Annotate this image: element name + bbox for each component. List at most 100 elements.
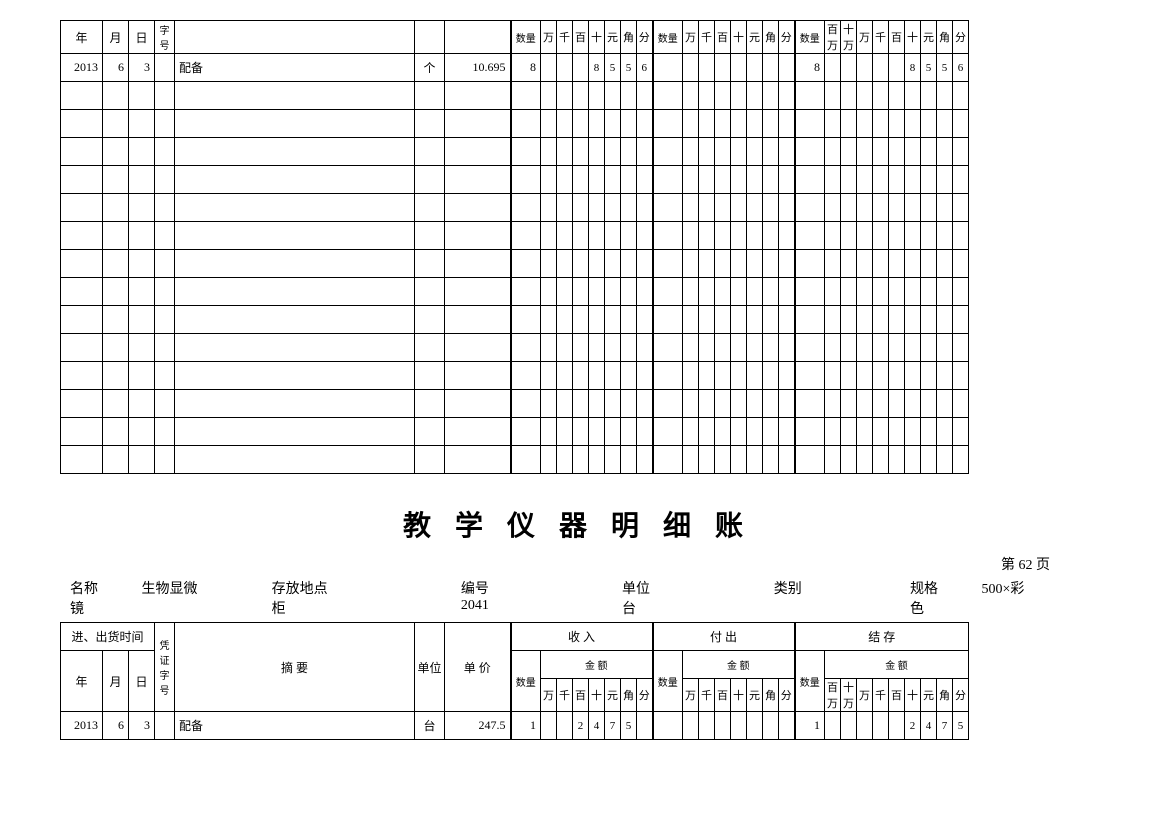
cell-unit <box>415 222 445 250</box>
cell-bal-d5 <box>905 166 921 194</box>
cell-price <box>445 446 511 474</box>
cell-in-d6 <box>637 278 653 306</box>
cell-in-d6 <box>637 418 653 446</box>
page-number: 第 62 页 <box>60 554 1110 574</box>
cell-summary <box>175 166 415 194</box>
cell-unit <box>415 166 445 194</box>
cell-in-d0 <box>541 712 557 740</box>
cell-month <box>103 390 129 418</box>
cell-bal-qty <box>795 250 825 278</box>
cell-bal-d3 <box>873 194 889 222</box>
hdr-in-d6: 分 <box>637 679 653 712</box>
cell-in-d0 <box>541 390 557 418</box>
cell-bal-d0 <box>825 194 841 222</box>
cell-out-d2 <box>715 712 731 740</box>
cell-bal-d1 <box>841 390 857 418</box>
cell-in-d6 <box>637 362 653 390</box>
cell-out-d2 <box>715 334 731 362</box>
cell-bal-d1 <box>841 446 857 474</box>
cell-voucher <box>155 82 175 110</box>
cell-in-d5 <box>621 166 637 194</box>
cell-year <box>61 362 103 390</box>
cell-out-d5 <box>763 278 779 306</box>
cell-bal-d5 <box>905 278 921 306</box>
hdr-summary: 摘 要 <box>175 623 415 712</box>
cell-bal-qty <box>795 82 825 110</box>
cell-price: 247.5 <box>445 712 511 740</box>
cell-bal-d5 <box>905 250 921 278</box>
cell-unit <box>415 82 445 110</box>
cell-bal-qty <box>795 390 825 418</box>
cell-bal-d3 <box>873 250 889 278</box>
cell-bal-d5 <box>905 362 921 390</box>
cell-summary <box>175 110 415 138</box>
cell-out-d2 <box>715 250 731 278</box>
cell-bal-d5 <box>905 138 921 166</box>
cell-year <box>61 278 103 306</box>
cell-out-qty <box>653 712 683 740</box>
cell-out-d1 <box>699 446 715 474</box>
cell-out-d0 <box>683 278 699 306</box>
hdr-bal-d4: 百 <box>889 21 905 54</box>
cell-out-d1 <box>699 306 715 334</box>
cell-year <box>61 194 103 222</box>
cell-in-qty <box>511 82 541 110</box>
hdr-bal-d3: 千 <box>873 21 889 54</box>
cell-out-d6 <box>779 712 795 740</box>
cell-out-d1 <box>699 250 715 278</box>
cell-out-d5 <box>763 306 779 334</box>
cell-summary <box>175 446 415 474</box>
cell-out-d2 <box>715 166 731 194</box>
cell-day <box>129 390 155 418</box>
hdr-bal-d7: 角 <box>937 21 953 54</box>
cell-in-qty: 8 <box>511 54 541 82</box>
cell-price <box>445 250 511 278</box>
cell-in-qty <box>511 306 541 334</box>
cell-year <box>61 222 103 250</box>
cell-out-d3 <box>731 194 747 222</box>
cell-in-d5: 5 <box>621 54 637 82</box>
cell-year <box>61 110 103 138</box>
cell-in-qty <box>511 250 541 278</box>
cell-bal-d2 <box>857 278 873 306</box>
cell-in-d4 <box>605 250 621 278</box>
hdr-price: 单 价 <box>445 623 511 712</box>
cell-year <box>61 138 103 166</box>
cell-day <box>129 82 155 110</box>
hdr-bal-d4: 百 <box>889 679 905 712</box>
cell-in-d0 <box>541 110 557 138</box>
cell-bal-d1 <box>841 334 857 362</box>
cell-out-d4 <box>747 222 763 250</box>
cell-bal-d4 <box>889 390 905 418</box>
cell-bal-d7 <box>937 418 953 446</box>
cell-bal-d0 <box>825 446 841 474</box>
cell-out-d0 <box>683 194 699 222</box>
cell-in-d4: 7 <box>605 712 621 740</box>
hdr-in-qty: 数量 <box>511 21 541 54</box>
cell-voucher <box>155 390 175 418</box>
cell-in-d4 <box>605 166 621 194</box>
cell-bal-d1 <box>841 166 857 194</box>
hdr-bal-d5: 十 <box>905 21 921 54</box>
cell-bal-d0 <box>825 306 841 334</box>
cell-year <box>61 82 103 110</box>
cell-in-qty <box>511 110 541 138</box>
cell-out-d5 <box>763 362 779 390</box>
cell-in-d2 <box>573 222 589 250</box>
cell-bal-d3 <box>873 446 889 474</box>
cell-out-d1 <box>699 334 715 362</box>
cell-out-qty <box>653 194 683 222</box>
cell-bal-d0 <box>825 712 841 740</box>
cell-unit <box>415 362 445 390</box>
cell-out-d0 <box>683 110 699 138</box>
page-title: 教学仪器明细账 <box>60 504 1110 544</box>
cell-out-d5 <box>763 390 779 418</box>
cell-out-d3 <box>731 446 747 474</box>
cell-in-d2 <box>573 54 589 82</box>
cell-out-d1 <box>699 418 715 446</box>
cell-in-d1 <box>557 418 573 446</box>
cell-year <box>61 390 103 418</box>
hdr-in-d3: 十 <box>589 679 605 712</box>
cell-in-d4 <box>605 82 621 110</box>
cell-bal-d2 <box>857 250 873 278</box>
